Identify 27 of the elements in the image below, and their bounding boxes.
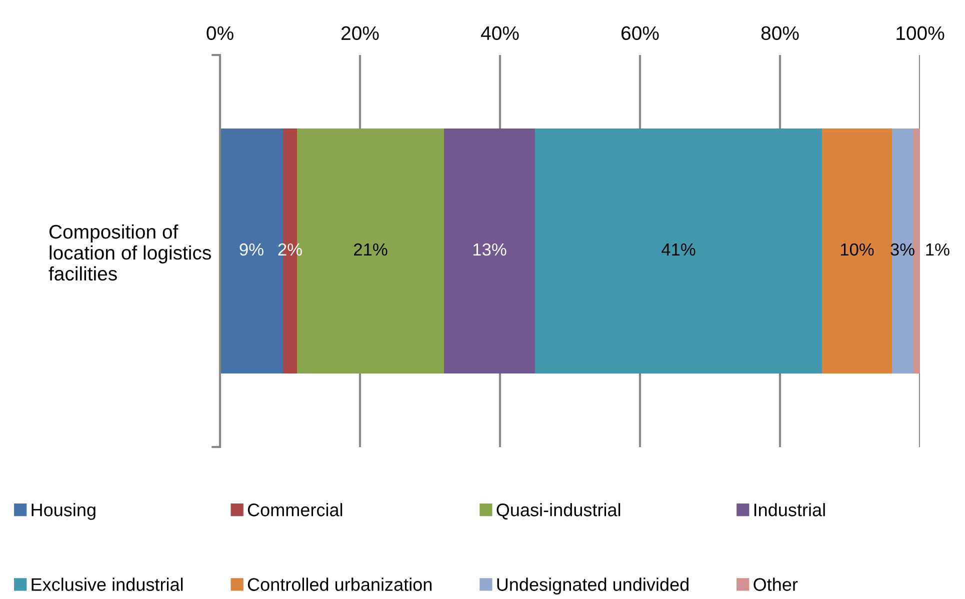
x-tick-label: 40% — [480, 26, 519, 40]
data-label: 21% — [354, 243, 388, 256]
data-label: 1% — [926, 243, 950, 256]
x-tick-label: 0% — [206, 26, 234, 40]
legend-label: Housing — [32, 503, 96, 520]
legend-label: Industrial — [754, 503, 825, 516]
bar — [913, 128, 920, 374]
x-tick-label: 80% — [761, 26, 799, 40]
y-tick-label: Composition of location of logistics facilities — [48, 224, 211, 281]
x-tick-label: 20% — [342, 26, 379, 40]
bar — [822, 128, 892, 374]
data-label: 41% — [662, 243, 696, 256]
legend-label: Other — [754, 578, 798, 591]
data-label: 13% — [473, 243, 506, 256]
legend-label: Commercial — [248, 503, 342, 516]
legend-label: Controlled urbanization — [248, 578, 432, 591]
x-tick-label: 60% — [622, 26, 659, 40]
bar — [444, 128, 535, 374]
legend-label: Undesignated undivided — [497, 578, 688, 595]
data-label: 9% — [240, 243, 264, 256]
bar — [892, 128, 913, 374]
bar — [535, 128, 822, 374]
legend-label: Exclusive industrial — [32, 578, 183, 591]
data-label: 10% — [840, 243, 874, 256]
x-tick-label: 100% — [896, 26, 944, 40]
legend-label: Quasi-industrial — [496, 503, 620, 520]
data-label: 2% — [278, 243, 302, 256]
